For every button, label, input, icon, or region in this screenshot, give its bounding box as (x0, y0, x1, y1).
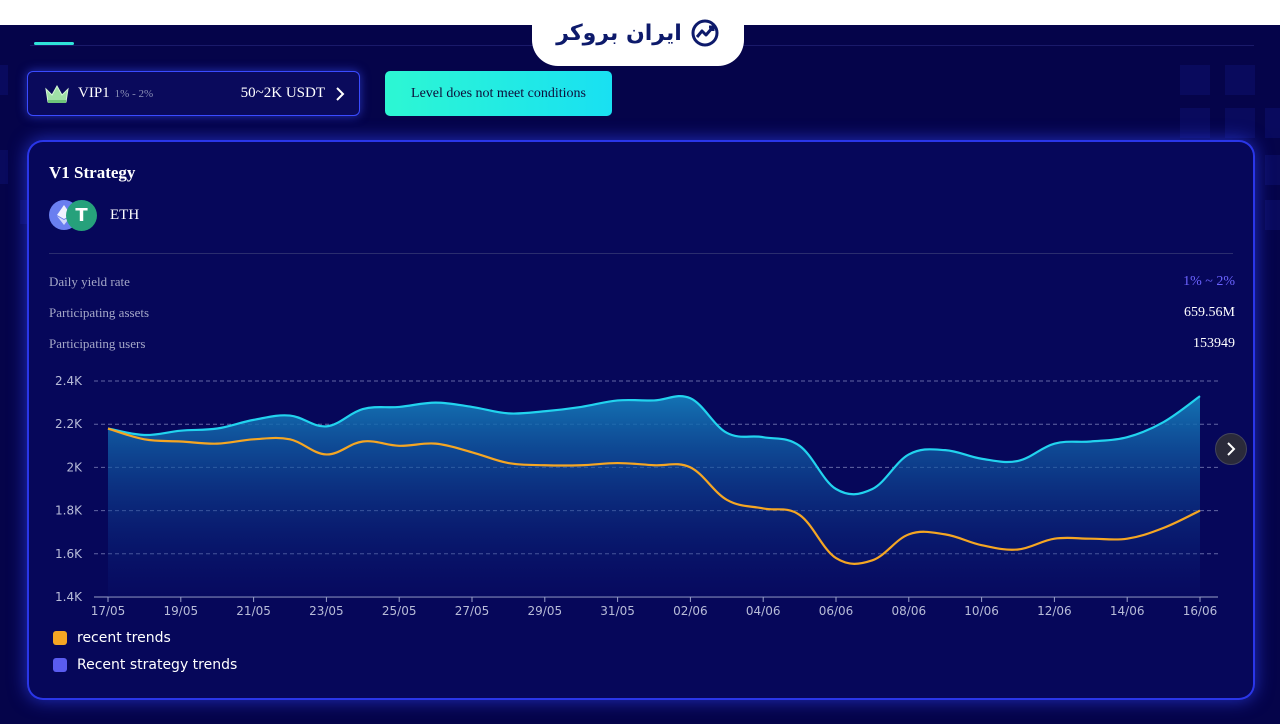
users-value: 153949 (1193, 336, 1235, 351)
trend-chart: 1.4K 1.6K 1.8K 2K 2.2K 2.4K 17/05 19/05 21/05 23… (55, 374, 1218, 618)
y-tick-label: 1.8K (55, 504, 83, 518)
next-strategy-button[interactable] (1215, 433, 1247, 465)
x-tick-label: 17/05 (91, 604, 126, 618)
usdt-icon: T (66, 200, 97, 231)
level-status-button[interactable]: Level does not meet conditions (385, 71, 612, 116)
assets-value: 659.56M (1184, 305, 1235, 320)
pair-label: ETH (110, 207, 140, 223)
users-label: Participating users (49, 336, 146, 351)
x-tick-label: 19/05 (164, 604, 199, 618)
brand-logo[interactable]: ایران بروکر (532, 0, 744, 66)
logo-growth-icon (691, 19, 719, 47)
x-tick-label: 25/05 (382, 604, 417, 618)
legend-swatch-strategy (53, 658, 67, 672)
x-tick-label: 23/05 (309, 604, 344, 618)
x-tick-label: 27/05 (455, 604, 490, 618)
vip-amount-range: 50~2K USDT (240, 85, 325, 101)
x-tick-label: 10/06 (964, 604, 999, 618)
x-tick-label: 31/05 (600, 604, 635, 618)
y-tick-label: 1.4K (55, 590, 83, 604)
x-tick-label: 14/06 (1110, 604, 1145, 618)
y-tick-label: 2K (66, 460, 83, 474)
active-tab-indicator[interactable] (34, 42, 74, 45)
chevron-right-icon (336, 86, 345, 101)
strategy-card: V1 Strategy T ETH Daily yield rate 1% ~ … (27, 140, 1255, 700)
crown-icon (45, 84, 69, 103)
brand-name: ایران بروکر (556, 20, 682, 46)
y-tick-label: 2.4K (55, 374, 83, 388)
y-tick-label: 1.6K (55, 547, 83, 561)
strategy-area (108, 396, 1200, 597)
legend-strategy-trends[interactable]: Recent strategy trends (53, 657, 237, 673)
card-divider (49, 253, 1233, 254)
y-tick-label: 2.2K (55, 417, 83, 431)
x-tick-label: 08/06 (892, 604, 927, 618)
next-arrow-icon (1227, 442, 1236, 456)
x-tick-label: 29/05 (528, 604, 563, 618)
strategy-title: V1 Strategy (49, 163, 136, 182)
daily-yield-value: 1% ~ 2% (1183, 274, 1235, 289)
daily-yield-label: Daily yield rate (49, 274, 130, 289)
assets-label: Participating assets (49, 305, 150, 320)
x-tick-label: 06/06 (819, 604, 854, 618)
coin-pair-icons: T (49, 200, 99, 232)
x-tick-label: 04/06 (746, 604, 781, 618)
x-tick-label: 12/06 (1037, 604, 1072, 618)
vip-level-label: VIP1 (78, 85, 110, 101)
x-tick-label: 16/06 (1183, 604, 1218, 618)
x-tick-label: 21/05 (236, 604, 271, 618)
vip-level-selector[interactable]: VIP1 1% - 2% 50~2K USDT (27, 71, 360, 116)
recent-trend-line (107, 427, 1201, 565)
strategy-trend-line (107, 395, 1201, 496)
x-tick-label: 02/06 (673, 604, 708, 618)
legend-strategy-label: Recent strategy trends (77, 657, 238, 673)
legend-swatch-recent (53, 631, 67, 645)
legend-recent-label: recent trends (77, 630, 171, 646)
legend-recent-trends[interactable]: recent trends (53, 630, 171, 646)
vip-rate-range: 1% - 2% (114, 87, 154, 100)
